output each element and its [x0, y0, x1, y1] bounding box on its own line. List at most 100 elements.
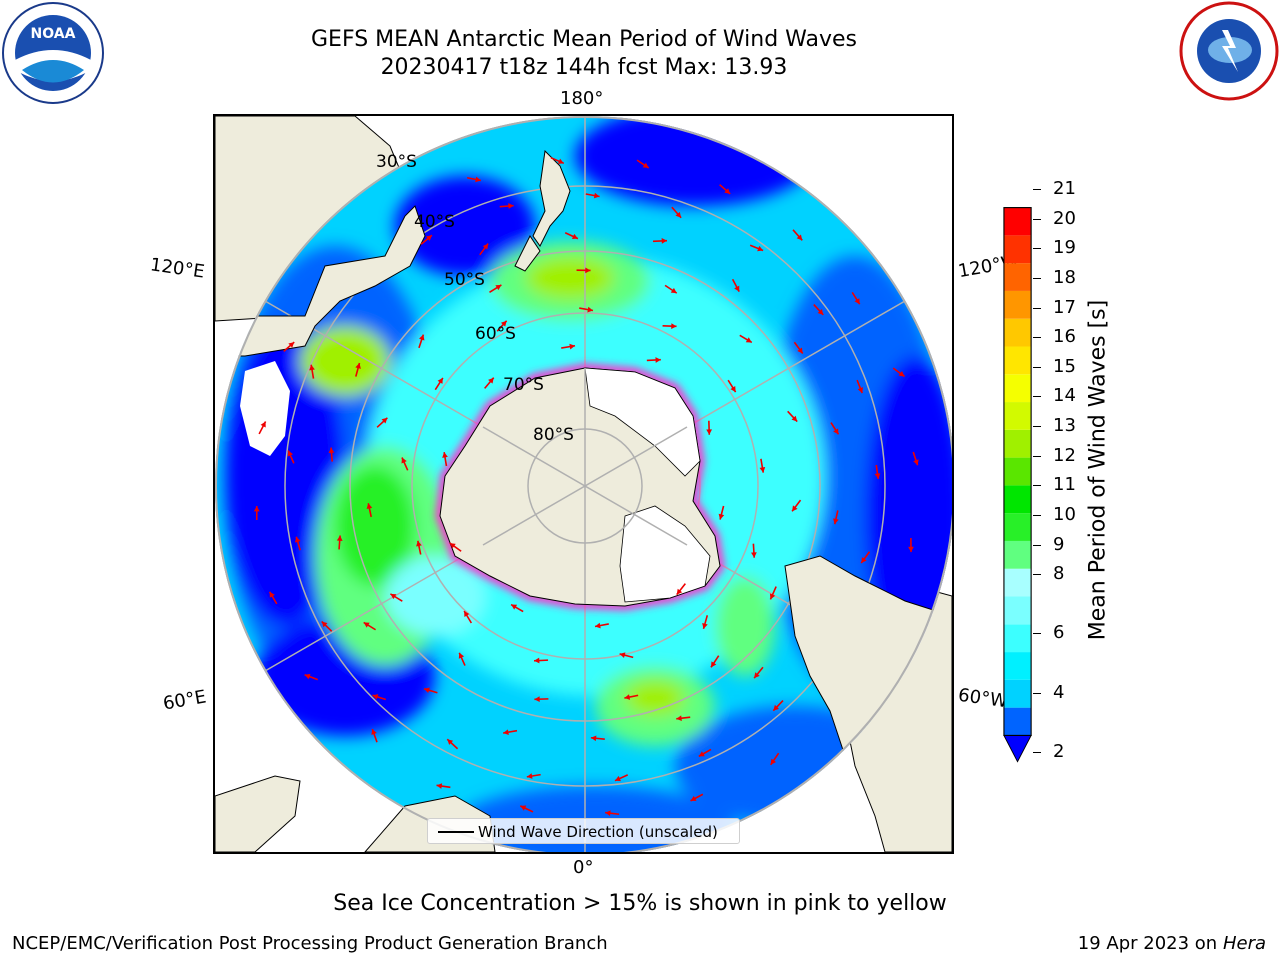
wave-direction-arrowhead — [676, 588, 683, 595]
wave-direction-arrowhead — [390, 593, 397, 600]
wave-direction-arrowhead — [861, 557, 867, 564]
colorbar-band — [1003, 402, 1032, 430]
colorbar-band — [1003, 540, 1032, 569]
noaa-logo-text: NOAA — [31, 26, 76, 42]
wave-direction-arrowhead — [706, 429, 712, 435]
wave-direction-arrowhead — [751, 552, 757, 558]
footer-date: 19 Apr 2023 on Hera — [1078, 933, 1266, 954]
wave-direction-arrowhead — [511, 604, 518, 610]
lat-label-60s: 60°S — [475, 324, 516, 344]
wave-direction-arrowhead — [773, 704, 780, 711]
wave-direction-arrowhead — [770, 758, 777, 765]
wave-direction-arrowhead — [475, 176, 481, 183]
colorbar-tick-label: 10 — [1053, 503, 1076, 525]
wave-direction-arrowhead — [423, 687, 430, 693]
colorbar-tick-mark — [1033, 337, 1041, 339]
footer-branch: NCEP/EMC/Verification Post Processing Pr… — [12, 933, 608, 954]
colorbar-tick-label: 17 — [1053, 296, 1076, 318]
footer-host: Hera — [1222, 933, 1266, 954]
wave-direction-arrowhead — [791, 415, 798, 422]
wave-direction-arrowhead — [294, 536, 301, 543]
colorbar-tick-mark — [1033, 366, 1041, 368]
colorbar-label: Mean Period of Wind Waves [s] — [1085, 299, 1111, 641]
wave-direction-arrowhead — [557, 158, 564, 164]
colorbar-band — [1003, 652, 1032, 680]
colorbar-tick-label: 18 — [1053, 266, 1076, 288]
wave-direction-arrowhead — [908, 546, 914, 553]
wave-direction-arrowhead — [702, 622, 708, 629]
colorbar-tick-label: 16 — [1053, 326, 1076, 348]
colorbar-band — [1003, 624, 1032, 653]
nws-logo — [1179, 1, 1279, 101]
wave-direction-arrowhead — [898, 371, 905, 377]
colorbar-band — [1003, 263, 1032, 291]
colorbar-tick-label: 14 — [1053, 385, 1076, 407]
colorbar-band — [1003, 513, 1032, 541]
colorbar-tick-mark — [1033, 485, 1041, 487]
wave-direction-arrowhead — [817, 309, 824, 315]
wave-direction-arrowhead — [520, 805, 527, 811]
colorbar-tick-mark — [1033, 307, 1041, 309]
colorbar-band — [1003, 346, 1032, 375]
wave-direction-arrowhead — [416, 540, 422, 547]
wave-direction-arrowhead — [426, 235, 432, 241]
wave-direction-arrowhead — [710, 661, 717, 668]
colorbar-band — [1003, 318, 1032, 347]
colorbar-tick-mark — [1033, 248, 1041, 250]
wave-direction-arrowhead — [371, 728, 377, 735]
wave-direction-arrowhead — [757, 245, 764, 252]
wave-direction-arrowhead — [854, 298, 860, 305]
wave-direction-arrowhead — [287, 450, 293, 457]
colorbar-tick-mark — [1033, 544, 1041, 546]
wave-direction-arrowhead — [585, 267, 591, 274]
colorbar-tick-mark — [1033, 692, 1041, 694]
wave-direction-arrowhead — [605, 810, 611, 817]
legend-line — [438, 831, 474, 833]
wave-direction-arrowhead — [355, 363, 361, 369]
colorbar-band — [1003, 679, 1032, 708]
chart-title: GEFS MEAN Antarctic Mean Period of Wind … — [0, 26, 1168, 82]
colorbar-tick-mark — [1033, 218, 1041, 220]
wave-direction-arrowhead — [366, 503, 373, 510]
wave-direction-arrowhead — [874, 473, 881, 479]
colorbar-band — [1003, 290, 1032, 319]
wave-direction-arrowhead — [655, 357, 661, 363]
lat-label-50s: 50°S — [444, 270, 485, 290]
wave-direction-arrowhead — [526, 773, 533, 779]
title-line-2: 20230417 t18z 144h fcst Max: 13.93 — [380, 55, 788, 80]
wave-direction-arrowhead — [797, 347, 803, 354]
wave-direction-arrowhead — [363, 622, 370, 628]
wave-direction-arrowhead — [534, 657, 540, 664]
polar-map — [215, 116, 952, 852]
wave-direction-arrowhead — [769, 593, 776, 600]
colorbar-band — [1003, 374, 1032, 403]
colorbar-tick-mark — [1033, 752, 1041, 753]
colorbar-band — [1003, 207, 1032, 236]
lon-label-0: 0° — [573, 857, 594, 878]
lat-label-40s: 40°S — [414, 212, 455, 232]
wave-direction-arrowhead — [569, 343, 576, 350]
wave-direction-arrowhead — [670, 287, 677, 294]
colorbar-band — [1003, 707, 1032, 736]
antarctica — [435, 363, 725, 611]
wave-direction-arrowhead — [690, 795, 697, 801]
wave-direction-arrowhead — [792, 505, 798, 512]
wave-direction-arrowhead — [593, 192, 600, 199]
colorbar-band — [1003, 568, 1032, 597]
wave-direction-arrowhead — [436, 783, 443, 789]
wave-direction-arrowhead — [442, 452, 448, 458]
map-panel — [213, 114, 954, 854]
wave-direction-arrowhead — [614, 775, 621, 782]
wave-direction-arrowhead — [503, 729, 509, 736]
wave-direction-arrowhead — [759, 466, 766, 473]
wave-direction-arrowhead — [464, 610, 470, 617]
wave-direction-arrowhead — [401, 457, 407, 464]
colorbar-tick-mark — [1033, 277, 1041, 279]
wave-direction-arrowhead — [253, 506, 260, 512]
legend-text: Wind Wave Direction (unscaled) — [478, 823, 718, 841]
wave-direction-arrowhead — [495, 284, 502, 291]
colorbar-tick-mark — [1033, 574, 1041, 576]
colorbar-band — [1003, 485, 1032, 514]
wave-direction-arrowhead — [595, 622, 601, 629]
ocean-field — [215, 116, 952, 852]
